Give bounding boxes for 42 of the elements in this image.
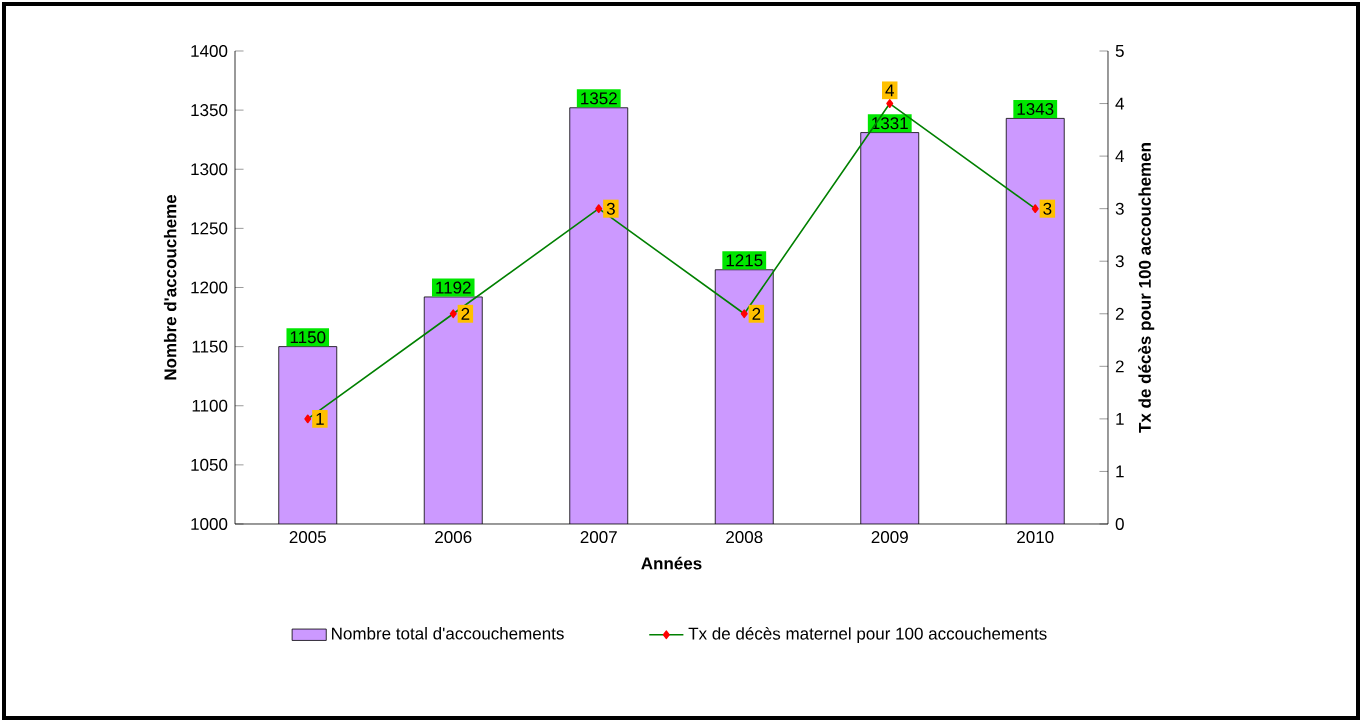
y2-axis-title: Tx de décès pour 100 accouchemen [1138, 143, 1155, 433]
y2-tick-label: 1 [1116, 465, 1124, 478]
data-label: 1331 [872, 117, 908, 130]
x-tick-label: 2006 [435, 531, 472, 544]
y2-tick-label: 4 [1115, 150, 1125, 162]
legend-label: Tx de décès maternel pour 100 accouchements [688, 626, 1047, 644]
y-tick-label: 1350 [191, 104, 228, 117]
x-tick-label: 2009 [871, 531, 908, 544]
data-label: 2 [461, 307, 470, 320]
data-label: 2 [752, 307, 761, 320]
y-tick-label: 1250 [191, 222, 228, 235]
y2-tick-label: 0 [1115, 517, 1124, 530]
y-tick-label: 1200 [191, 281, 228, 294]
y2-tick-label: 5 [1115, 45, 1124, 57]
y2-tick-label: 1 [1116, 413, 1124, 425]
y-tick-label: 1400 [191, 44, 228, 57]
data-label: 4 [885, 84, 894, 97]
x-tick-label: 2007 [580, 531, 617, 544]
x-axis-title: Années [641, 556, 702, 570]
y-axis-title: Nombre d'accoucheme [163, 194, 177, 380]
y2-tick-label: 3 [1115, 255, 1124, 268]
y-tick-label: 1050 [191, 458, 228, 471]
legend-label: Nombre total d'accouchements [332, 627, 564, 640]
x-tick-label: 2008 [726, 531, 763, 544]
data-label: 1192 [436, 281, 471, 294]
data-label: 3 [1043, 202, 1052, 215]
data-label: 1 [316, 413, 324, 425]
data-label: 1352 [581, 92, 617, 105]
data-label: 1215 [726, 254, 763, 267]
data-label: 1150 [290, 331, 326, 344]
y2-tick-label: 4 [1115, 97, 1125, 110]
y-tick-label: 1000 [191, 517, 228, 530]
y2-tick-label: 3 [1115, 202, 1124, 215]
y-tick-label: 1100 [192, 399, 228, 412]
data-label: 1343 [1017, 102, 1054, 115]
data-label: 3 [606, 202, 615, 215]
y-tick-label: 1150 [192, 340, 228, 353]
y-tick-label: 1300 [191, 163, 228, 176]
x-tick-label: 2010 [1017, 531, 1054, 544]
y2-tick-label: 2 [1115, 360, 1124, 373]
x-tick-label: 2005 [289, 531, 326, 544]
y2-tick-label: 2 [1115, 307, 1124, 320]
